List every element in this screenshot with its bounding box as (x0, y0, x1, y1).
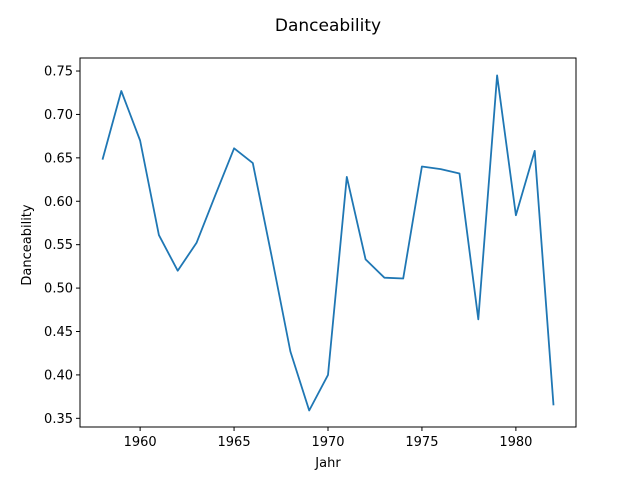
y-tick-label: 0.70 (44, 108, 73, 123)
y-tick-label: 0.45 (44, 325, 73, 340)
y-tick-label: 0.60 (44, 195, 73, 210)
y-tick-label: 0.75 (44, 65, 73, 80)
x-tick-label: 1965 (218, 435, 251, 450)
x-tick-label: 1970 (311, 435, 344, 450)
y-axis-label: Danceability (20, 204, 35, 286)
chart-title: Danceability (275, 16, 381, 36)
plot-frame (79, 57, 577, 428)
x-tick-label: 1975 (405, 435, 438, 450)
y-tick-label: 0.65 (44, 151, 73, 166)
y-tick-label: 0.50 (44, 282, 73, 297)
x-tick-label: 1960 (124, 435, 157, 450)
x-axis-ticks: 1960 1965 1970 1975 1980 (124, 427, 532, 450)
y-axis-ticks: 0.35 0.40 0.45 0.50 0.55 0.60 0.65 0.70 0.75 (44, 65, 80, 427)
y-tick-label: 0.55 (44, 238, 73, 253)
y-tick-label: 0.40 (44, 368, 73, 383)
y-tick-label: 0.35 (44, 412, 73, 427)
x-tick-label: 1980 (499, 435, 532, 450)
x-axis-label: Jahr (314, 456, 341, 471)
series-line (101, 74, 555, 412)
